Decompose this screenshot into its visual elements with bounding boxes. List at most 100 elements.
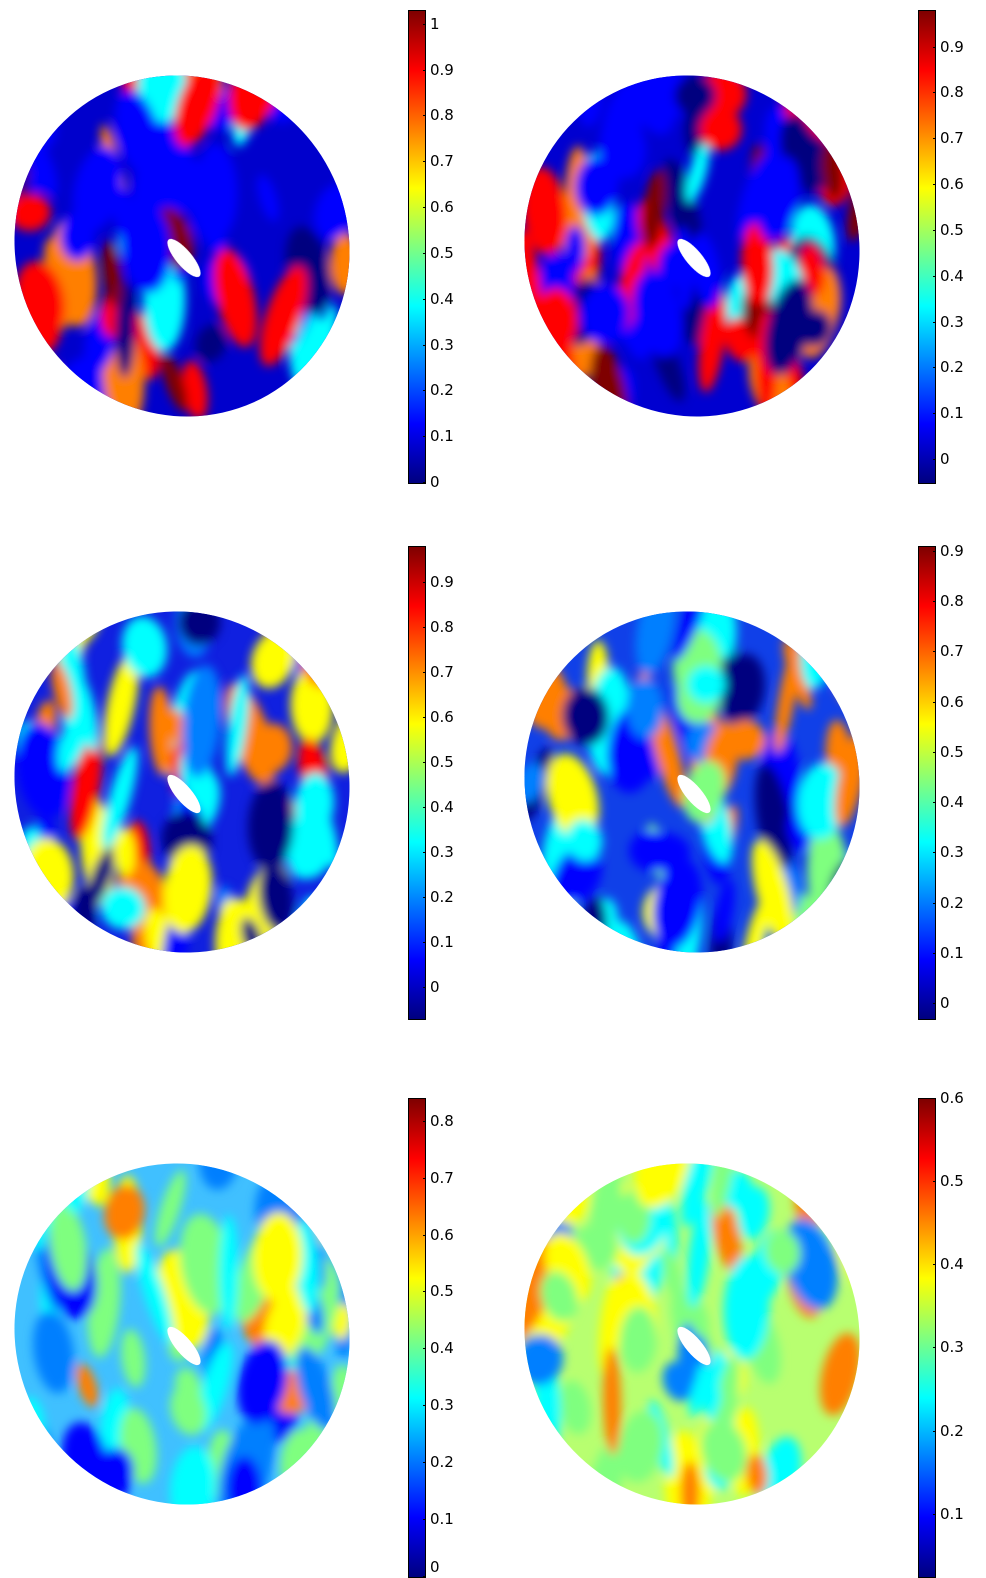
colorbar-tick-label: 0.5	[430, 1282, 454, 1301]
colorbar-tick-mark	[423, 298, 426, 300]
colorbar-tick-mark	[933, 1347, 936, 1349]
colorbar-tick-label: 0.6	[940, 1089, 964, 1107]
colorbar-tick-mark	[423, 761, 426, 763]
torus-heatmap-3	[12, 608, 352, 956]
colorbar-6	[918, 1098, 936, 1578]
colorbar-tick-mark	[933, 184, 936, 186]
colorbar-tick-mark	[933, 852, 936, 854]
colorbar-tick-mark	[933, 1264, 936, 1266]
torus-heatmap-1	[12, 72, 352, 420]
colorbar-tick-mark	[933, 952, 936, 954]
colorbar-tick-mark	[423, 1120, 426, 1122]
torus-hole	[167, 774, 201, 814]
colorbar-tick-mark	[423, 851, 426, 853]
colorbar-tick-mark	[423, 207, 426, 209]
colorbar-tick-mark	[423, 344, 426, 346]
colorbar-4	[918, 546, 936, 1020]
colorbar-tick-mark	[933, 1181, 936, 1183]
colorbar-tick-label: 0.6	[430, 1225, 454, 1244]
colorbar-tick-mark	[423, 69, 426, 71]
torus-hole	[677, 1326, 711, 1366]
colorbar-1	[408, 10, 426, 484]
colorbar-tick-mark	[933, 751, 936, 753]
colorbar-tick-mark	[423, 1462, 426, 1464]
colorbar-tick-mark	[423, 436, 426, 438]
colorbar-tick-label: 0	[430, 473, 440, 491]
colorbar-tick-label: 0.6	[430, 707, 454, 726]
colorbar-tick-label: 0.1	[430, 1510, 454, 1529]
colorbar-tick-label: 0.9	[430, 60, 454, 79]
torus-hole	[167, 238, 201, 278]
colorbar-tick-mark	[423, 716, 426, 718]
colorbar-tick-mark	[933, 802, 936, 804]
colorbar-tick-label: 0.9	[940, 37, 964, 56]
colorbar-tick-label: 0.3	[430, 1396, 454, 1415]
colorbar-tick-mark	[933, 651, 936, 653]
colorbar-tick-label: 0.6	[940, 175, 964, 194]
colorbar-tick-mark	[933, 46, 936, 48]
colorbar-tick-mark	[933, 92, 936, 94]
colorbar-tick-mark	[423, 1291, 426, 1293]
colorbar-tick-label: 0.8	[430, 1111, 454, 1130]
torus-hole	[677, 774, 711, 814]
colorbar-tick-label: 0.3	[940, 1338, 964, 1357]
colorbar-tick-label: 0.4	[430, 1339, 454, 1358]
colorbar-tick-label: 0.1	[940, 404, 964, 423]
colorbar-tick-label: 0.1	[940, 1504, 964, 1523]
colorbar-tick-mark	[933, 601, 936, 603]
colorbar-tick-label: 0.3	[430, 335, 454, 354]
colorbar-tick-mark	[423, 896, 426, 898]
colorbar-tick-label: 0	[430, 977, 440, 996]
colorbar-tick-label: 0.8	[940, 592, 964, 611]
colorbar-tick-mark	[933, 1098, 936, 1099]
colorbar-tick-label: 0.5	[940, 1172, 964, 1191]
colorbar-tick-mark	[933, 413, 936, 415]
colorbar-tick-label: 0.4	[940, 793, 964, 812]
colorbar-tick-label: 0.4	[430, 797, 454, 816]
colorbar-tick-label: 0.4	[940, 1255, 964, 1274]
colorbar-tick-label: 0.7	[430, 152, 454, 171]
colorbar-tick-label: 0.2	[430, 887, 454, 906]
colorbar-tick-mark	[933, 902, 936, 904]
colorbar-2	[918, 10, 936, 484]
colorbar-tick-mark	[423, 390, 426, 392]
colorbar-tick-mark	[933, 551, 936, 553]
colorbar-tick-mark	[423, 626, 426, 628]
colorbar-tick-label: 0	[430, 1558, 440, 1576]
colorbar-tick-mark	[423, 23, 426, 25]
colorbar-tick-mark	[933, 1513, 936, 1515]
colorbar-tick-label: 0.3	[430, 842, 454, 861]
colorbar-tick-mark	[423, 941, 426, 943]
colorbar-tick-mark	[423, 252, 426, 254]
colorbar-tick-mark	[933, 275, 936, 277]
colorbar-tick-mark	[933, 1430, 936, 1432]
colorbar-tick-label: 0.1	[940, 943, 964, 962]
colorbar-tick-mark	[423, 1234, 426, 1236]
torus-hole	[167, 1326, 201, 1366]
colorbar-tick-label: 0.2	[430, 1453, 454, 1472]
colorbar-tick-label: 0.2	[940, 1421, 964, 1440]
colorbar-tick-mark	[933, 701, 936, 703]
colorbar-tick-mark	[933, 138, 936, 140]
colorbar-tick-label: 0	[940, 450, 950, 469]
colorbar-tick-label: 0.1	[430, 932, 454, 951]
torus-heatmap-4	[522, 608, 862, 956]
colorbar-tick-label: 0.8	[430, 106, 454, 125]
torus-hole	[677, 238, 711, 278]
colorbar-tick-mark	[933, 459, 936, 461]
colorbar-tick-mark	[423, 986, 426, 988]
colorbar-tick-label: 0.2	[430, 381, 454, 400]
colorbar-tick-mark	[423, 1177, 426, 1179]
colorbar-tick-mark	[423, 581, 426, 583]
colorbar-tick-label: 0	[940, 993, 950, 1012]
colorbar-tick-label: 0.7	[430, 662, 454, 681]
colorbar-tick-label: 0.5	[430, 243, 454, 262]
colorbar-tick-mark	[423, 1519, 426, 1521]
colorbar-tick-label: 0.6	[430, 198, 454, 217]
colorbar-tick-mark	[423, 161, 426, 163]
colorbar-tick-mark	[933, 1002, 936, 1004]
colorbar-tick-label: 0.8	[430, 617, 454, 636]
colorbar-3	[408, 546, 426, 1020]
colorbar-tick-mark	[423, 671, 426, 673]
colorbar-tick-label: 0.4	[430, 289, 454, 308]
